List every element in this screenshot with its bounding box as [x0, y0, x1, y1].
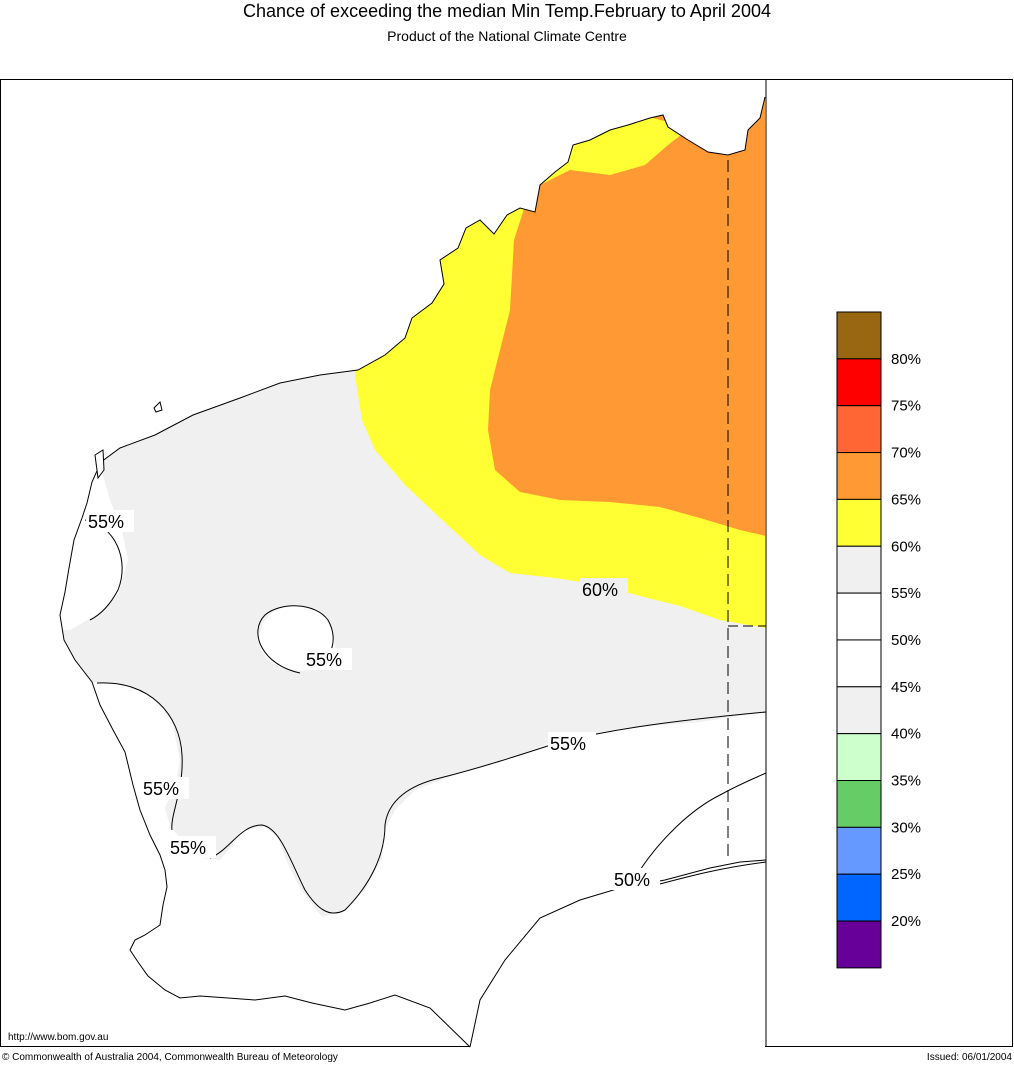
legend-label: 55%: [891, 585, 921, 602]
contour-50: [639, 772, 767, 871]
island: [94, 449, 105, 480]
contour-label-bg: [86, 510, 134, 532]
contour-label-bg: [580, 578, 628, 600]
contour-55-isolated: [257, 605, 334, 674]
island: [153, 401, 163, 413]
contour-label-bg: [168, 836, 216, 858]
legend-band: [836, 545, 882, 594]
legend-label: 20%: [891, 913, 921, 930]
legend-label: 70%: [891, 445, 921, 462]
legend-band: [836, 686, 882, 735]
legend-label: 75%: [891, 398, 921, 415]
contour-label-bg: [141, 777, 189, 799]
contour-55-southwest: [96, 682, 183, 831]
coastline-southeast: [469, 859, 767, 1048]
legend-band: [836, 920, 882, 969]
legend-color-bar: [836, 311, 882, 969]
map-title: Chance of exceeding the median Min Temp.…: [243, 1, 771, 21]
legend-band: [836, 405, 882, 454]
legend-band: [836, 733, 882, 782]
copyright-notice: © Commonwealth of Australia 2004, Common…: [2, 1052, 338, 1063]
legend-label: 40%: [891, 726, 921, 743]
contour-label-group: 55% 55% 60% 55% 55% 55% 50%: [86, 510, 660, 890]
legend-label: 50%: [891, 632, 921, 649]
contour-label-bg: [612, 868, 660, 890]
issued-date: Issued: 06/01/2004: [926, 1052, 1012, 1063]
contour-50-south: [659, 861, 767, 885]
probability-zones: [60, 97, 765, 1047]
legend-band: [836, 873, 882, 922]
legend-label: 30%: [891, 819, 921, 836]
contour-label: 55%: [88, 512, 124, 532]
legend-band: [836, 452, 882, 500]
coastline: [59, 96, 766, 1048]
contour-label: 55%: [170, 838, 206, 858]
legend-label: 45%: [891, 679, 921, 696]
contour-label: 50%: [614, 870, 650, 890]
legend-label: 60%: [891, 538, 921, 555]
legend-labels: 80% 75% 70% 65% 60% 55% 50% 45% 40% 35% 30% 25% 20%: [891, 351, 921, 930]
zone-above-65: [488, 97, 765, 536]
contour-label: 55%: [306, 650, 342, 670]
legend-band: [836, 358, 882, 407]
legend-band: [836, 639, 882, 688]
legend-band: [836, 311, 882, 360]
contour-label: 60%: [582, 580, 618, 600]
legend-label: 65%: [891, 491, 921, 508]
contour-label-bg: [304, 648, 352, 670]
legend-label: 35%: [891, 773, 921, 790]
contour-label: 55%: [143, 779, 179, 799]
legend-band: [836, 826, 882, 875]
legend-band: [836, 592, 882, 641]
website-url: http://www.bom.gov.au: [8, 1032, 109, 1043]
map-subtitle: Product of the National Climate Centre: [387, 28, 627, 44]
contour-label-bg: [548, 732, 596, 754]
legend-label: 80%: [891, 351, 921, 368]
legend-band: [836, 498, 882, 547]
contour-label: 55%: [550, 734, 586, 754]
legend-label: 25%: [891, 866, 921, 883]
legend-band: [836, 780, 882, 828]
